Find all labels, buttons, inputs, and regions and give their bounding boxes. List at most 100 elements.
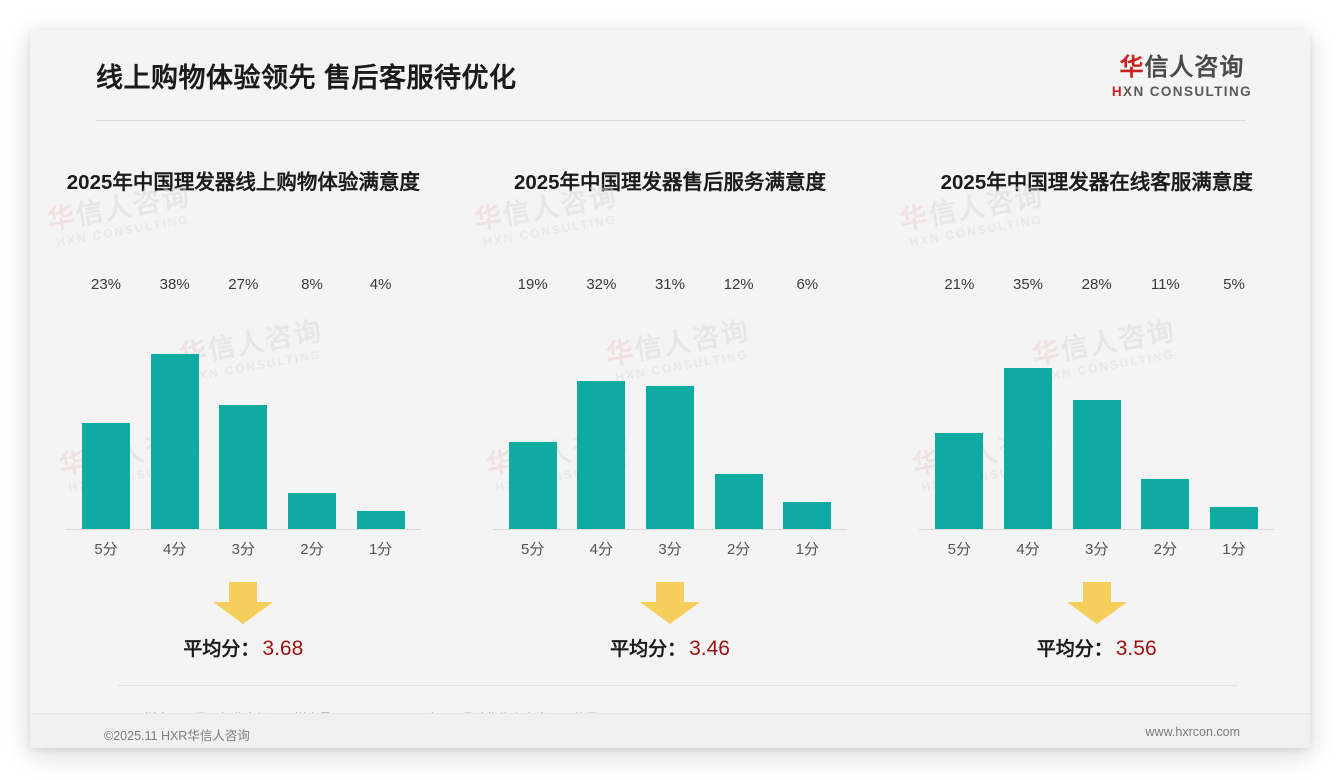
bar-slot[interactable]: 32%	[577, 276, 626, 530]
bar[interactable]	[356, 511, 405, 530]
bar[interactable]	[783, 502, 832, 530]
x-tick-label: 1分	[368, 541, 393, 558]
bar[interactable]	[150, 353, 199, 530]
average-score-label: 平均分：	[1036, 639, 1113, 660]
footnote-divider	[118, 685, 1238, 686]
slide-footer: ©2025.11 HXR华信人咨询 www.hxrcon.com	[30, 713, 1310, 748]
average-score: 平均分： 3.68	[30, 634, 457, 661]
watermark-en: HXN CONSULTING	[55, 212, 191, 250]
x-tick-label: 5分	[521, 541, 545, 558]
bar-value-label: 4%	[369, 276, 392, 293]
bar[interactable]	[1141, 478, 1190, 530]
brand-logo-cn-accent: 华	[1119, 54, 1145, 81]
bar[interactable]	[577, 381, 626, 530]
bar-value-label: 38%	[159, 276, 190, 293]
chart-title: 2025年中国理发器售后服务满意度	[513, 171, 827, 194]
bar[interactable]	[714, 474, 763, 530]
x-axis-ticks: 5分 4分 3分 2分 1分	[509, 538, 832, 559]
copyright-text: ©2025.11 HXR华信人咨询	[104, 729, 250, 743]
brand-logo-en-rest: XN CONSULTING	[1123, 84, 1252, 99]
x-tick-label: 3分	[1084, 541, 1109, 558]
x-axis-line	[492, 529, 848, 530]
bar[interactable]	[935, 432, 984, 530]
plot-area: 21% 35% 28% 11% 5%	[883, 276, 1310, 530]
x-tick-label: 4分	[589, 541, 613, 558]
brand-logo-en: HXN CONSULTING	[1112, 85, 1252, 99]
x-axis-line	[66, 529, 421, 530]
average-score: 平均分： 3.46	[457, 634, 884, 661]
down-arrow-icon	[638, 582, 702, 624]
watermark-en: HXN CONSULTING	[908, 212, 1045, 250]
bar-value-label: 28%	[1081, 276, 1112, 293]
average-score-value: 3.46	[689, 637, 730, 660]
bar-slot[interactable]: 21%	[935, 276, 984, 530]
brand-logo-en-accent: H	[1111, 84, 1124, 99]
brand-logo-cn-rest: 信人咨询	[1144, 54, 1245, 81]
bar[interactable]	[1072, 400, 1121, 530]
bar-slot[interactable]: 19%	[508, 276, 557, 530]
bar-slot[interactable]: 35%	[1004, 276, 1052, 530]
x-tick-label: 5分	[94, 541, 118, 558]
x-tick-label: 3分	[231, 541, 255, 558]
bar[interactable]	[82, 423, 130, 530]
bar[interactable]	[219, 404, 268, 530]
x-tick-label: 2分	[726, 541, 751, 558]
plot-area: 23% 38% 27% 8% 4%	[30, 276, 457, 530]
x-tick-label: 3分	[658, 541, 682, 558]
bar-slot[interactable]: 6%	[783, 276, 832, 530]
bar-slot[interactable]: 27%	[219, 276, 268, 530]
chart-panel: 2025年中国理发器在线客服满意度 华信人咨询 HXN CONSULTING 华信人咨…	[883, 140, 1310, 670]
watermark-cn-accent: 华	[898, 200, 933, 236]
x-axis-ticks: 5分 4分 3分 2分 1分	[82, 538, 405, 559]
watermark-cn-accent: 华	[45, 200, 79, 236]
down-arrow-icon	[211, 582, 275, 624]
bar[interactable]	[287, 492, 336, 530]
x-tick-label: 4分	[162, 541, 187, 558]
bar-value-label: 11%	[1150, 276, 1180, 293]
bar-slot[interactable]: 38%	[150, 276, 199, 530]
bar-value-label: 19%	[517, 276, 548, 293]
website-link[interactable]: www.hxrcon.com	[1145, 725, 1240, 739]
average-score-value: 3.68	[262, 637, 304, 660]
x-tick-label: 4分	[1016, 541, 1040, 558]
x-tick-label: 1分	[1222, 541, 1246, 558]
chart-title: 2025年中国理发器在线客服满意度	[940, 171, 1253, 194]
bar-value-label: 6%	[796, 276, 819, 293]
bar-slot[interactable]: 12%	[714, 276, 763, 530]
bar-slot[interactable]: 11%	[1141, 276, 1190, 530]
bar-value-label: 23%	[90, 276, 122, 293]
average-score: 平均分： 3.56	[883, 634, 1310, 661]
header-divider	[96, 120, 1246, 121]
average-score-value: 3.56	[1115, 637, 1157, 660]
chart-title: 2025年中国理发器线上购物体验满意度	[66, 171, 420, 194]
average-score-label: 平均分：	[610, 639, 687, 660]
chart-panel: 2025年中国理发器售后服务满意度 华信人咨询 HXN CONSULTING 华信人咨…	[457, 140, 884, 670]
bar-slot[interactable]: 31%	[645, 276, 694, 530]
bar-value-label: 8%	[301, 276, 323, 293]
brand-logo: 华信人咨询 HXN CONSULTING	[1112, 56, 1252, 99]
bar-slot[interactable]: 28%	[1072, 276, 1121, 530]
page-title: 线上购物体验领先 售后客服待优化	[96, 63, 517, 93]
bar-value-label: 27%	[228, 276, 259, 293]
bar[interactable]	[1209, 506, 1258, 530]
plot-area: 19% 32% 31% 12% 6%	[457, 276, 884, 530]
bar-value-label: 5%	[1223, 276, 1245, 293]
bar[interactable]	[645, 386, 694, 530]
bar-slot[interactable]: 23%	[82, 276, 130, 530]
average-score-label: 平均分：	[183, 639, 260, 660]
slide: 线上购物体验领先 售后客服待优化 华信人咨询 HXN CONSULTING 20…	[30, 30, 1310, 748]
bar-slot[interactable]: 5%	[1209, 276, 1258, 530]
down-arrow-icon	[1065, 582, 1129, 624]
x-tick-label: 1分	[795, 541, 819, 558]
bar-value-label: 21%	[944, 276, 975, 293]
bar-slot[interactable]: 4%	[356, 276, 405, 530]
bar-value-label: 31%	[654, 276, 685, 293]
bar-slot[interactable]: 8%	[287, 276, 336, 530]
bar[interactable]	[508, 441, 557, 530]
bar-group: 21% 35% 28% 11% 5%	[935, 276, 1258, 530]
bar-value-label: 12%	[723, 276, 754, 293]
bar-group: 19% 32% 31% 12% 6%	[508, 276, 832, 530]
bar[interactable]	[1004, 367, 1052, 530]
